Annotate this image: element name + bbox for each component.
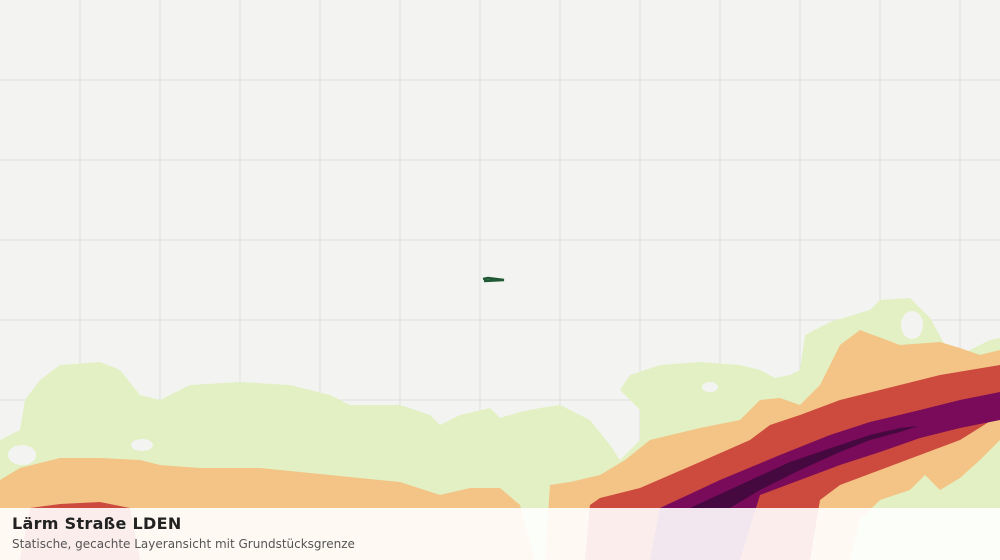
parcel-boundary [482,276,505,283]
map-subtitle: Statische, gecachte Layeransicht mit Gru… [12,537,355,551]
noise-zone-extreme [690,426,918,508]
noise-gap [901,311,923,339]
map-title: Lärm Straße LDEN [12,514,182,533]
noise-gap [131,439,153,451]
noise-gap [702,382,718,392]
caption-panel: Lärm Straße LDEN Statische, gecachte Lay… [0,508,1000,560]
noise-gap [8,445,36,465]
